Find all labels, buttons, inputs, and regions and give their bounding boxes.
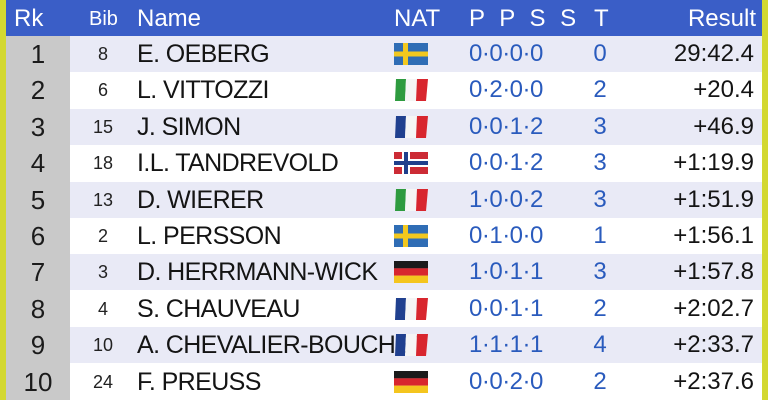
bib-cell: 15 [92,116,114,137]
rank-cell: 5 [30,184,46,215]
table-row: 2 6 L. VITTOZZI 0·2·0·0 2 +20.4 [6,72,762,108]
italy-flag-icon [394,182,430,218]
result-cell: +1:56.1 [673,222,754,249]
france-flag-icon [394,291,430,327]
result-cell: +20.4 [693,76,754,104]
bib-cell: 4 [97,298,108,319]
result-cell: +1:57.8 [673,258,754,286]
total-misses-cell: 2 [593,76,607,104]
rank-cell: 3 [30,111,46,142]
result-cell: +2:02.7 [673,294,754,322]
result-cell: +2:37.6 [673,367,754,395]
shooting-cell: 1·1·1·1 [469,331,543,359]
rank-cell: 6 [30,221,46,251]
athlete-name: D. HERRMANN-WICK [137,258,378,287]
total-misses-cell: 1 [593,222,607,249]
table-row: 8 4 S. CHAUVEAU 0·0·1·1 2 +2:02.7 [6,291,762,327]
france-flag-icon [394,327,430,363]
bib-cell: 6 [97,80,108,101]
total-misses-cell: 2 [593,367,607,395]
rank-cell: 7 [30,257,46,288]
header-shooting: P P S S [469,5,581,32]
bib-cell: 18 [92,153,114,174]
rank-cell: 10 [23,366,53,397]
rank-cell: 4 [30,148,46,179]
shooting-cell: 0·1·0·0 [469,222,543,249]
table-row: 1 8 E. OEBERG 0·0·0·0 0 29:42.4 [6,36,762,72]
table-row: 5 13 D. WIERER 1·0·0·2 3 +1:51.9 [6,181,762,218]
norway-flag-icon [394,145,430,181]
table-row: 4 18 I.L. TANDREVOLD 0·0·1·2 3 +1:19.9 [6,145,762,181]
bib-cell: 3 [97,262,108,283]
bib-cell: 24 [92,371,114,392]
bib-cell: 13 [92,189,114,210]
athlete-name: J. SIMON [137,112,241,141]
header-t: T [594,5,609,32]
table-row: 7 3 D. HERRMANN-WICK 1·0·1·1 3 +1:57.8 [6,254,762,291]
shooting-cell: 0·0·1·2 [469,112,543,140]
result-cell: +2:33.7 [673,331,754,359]
total-misses-cell: 3 [593,112,607,140]
bib-cell: 10 [92,335,114,356]
shooting-cell: 0·0·1·1 [469,294,543,322]
france-flag-icon [394,109,430,145]
shooting-cell: 0·2·0·0 [469,76,543,104]
total-misses-cell: 3 [593,258,607,286]
shooting-cell: 0·0·0·0 [469,40,543,67]
athlete-name: D. WIERER [137,185,264,214]
results-board: Rk Bib Name NAT P P S S T Result 1 8 E. OE… [6,0,762,400]
result-cell: +46.9 [693,112,754,140]
athlete-name: L. PERSSON [137,222,282,250]
germany-flag-icon [394,364,430,400]
shooting-cell: 1·0·0·2 [469,185,543,213]
total-misses-cell: 0 [593,40,607,67]
sweden-flag-icon [394,36,430,72]
result-cell: +1:19.9 [673,149,754,177]
header-nat: NAT [394,5,441,32]
rank-cell: 8 [30,293,46,324]
rank-cell: 2 [30,75,46,106]
header-name: Name [137,5,202,32]
athlete-name: I.L. TANDREVOLD [137,149,339,178]
total-misses-cell: 3 [593,149,607,177]
athlete-name: S. CHAUVEAU [137,294,300,323]
shooting-cell: 0·0·2·0 [469,367,543,395]
italy-flag-icon [394,72,430,108]
athlete-name: L. VITTOZZI [137,76,269,105]
shooting-cell: 0·0·1·2 [469,149,543,177]
total-misses-cell: 2 [593,294,607,322]
header-bib: Bib [89,8,118,30]
rank-cell: 9 [30,330,46,361]
germany-flag-icon [394,254,430,290]
bib-cell: 2 [97,226,108,246]
table-row: 6 2 L. PERSSON 0·1·0·0 1 +1:56.1 [6,218,762,254]
result-cell: 29:42.4 [673,40,754,67]
athlete-name: E. OEBERG [137,40,270,68]
bib-cell: 8 [97,44,108,64]
total-misses-cell: 3 [593,185,607,213]
athlete-name: A. CHEVALIER-BOUCHET [137,331,427,360]
rank-cell: 1 [30,39,46,69]
table-row: 9 10 A. CHEVALIER-BOUCHET 1·1·1·1 4 +2:33.7 [6,327,762,364]
table-header: Rk Bib Name NAT P P S S T Result [6,0,762,36]
header-result: Result [687,5,756,32]
athlete-name: F. PREUSS [137,367,261,396]
sweden-flag-icon [394,218,430,254]
table-row: 3 15 J. SIMON 0·0·1·2 3 +46.9 [6,108,762,145]
shooting-cell: 1·0·1·1 [469,258,543,286]
result-cell: +1:51.9 [673,185,754,213]
table-row: 10 24 F. PREUSS 0·0·2·0 2 +2:37.6 [6,364,762,400]
header-rank: Rk [14,5,44,32]
total-misses-cell: 4 [593,331,607,359]
rank-column-background [6,36,70,400]
